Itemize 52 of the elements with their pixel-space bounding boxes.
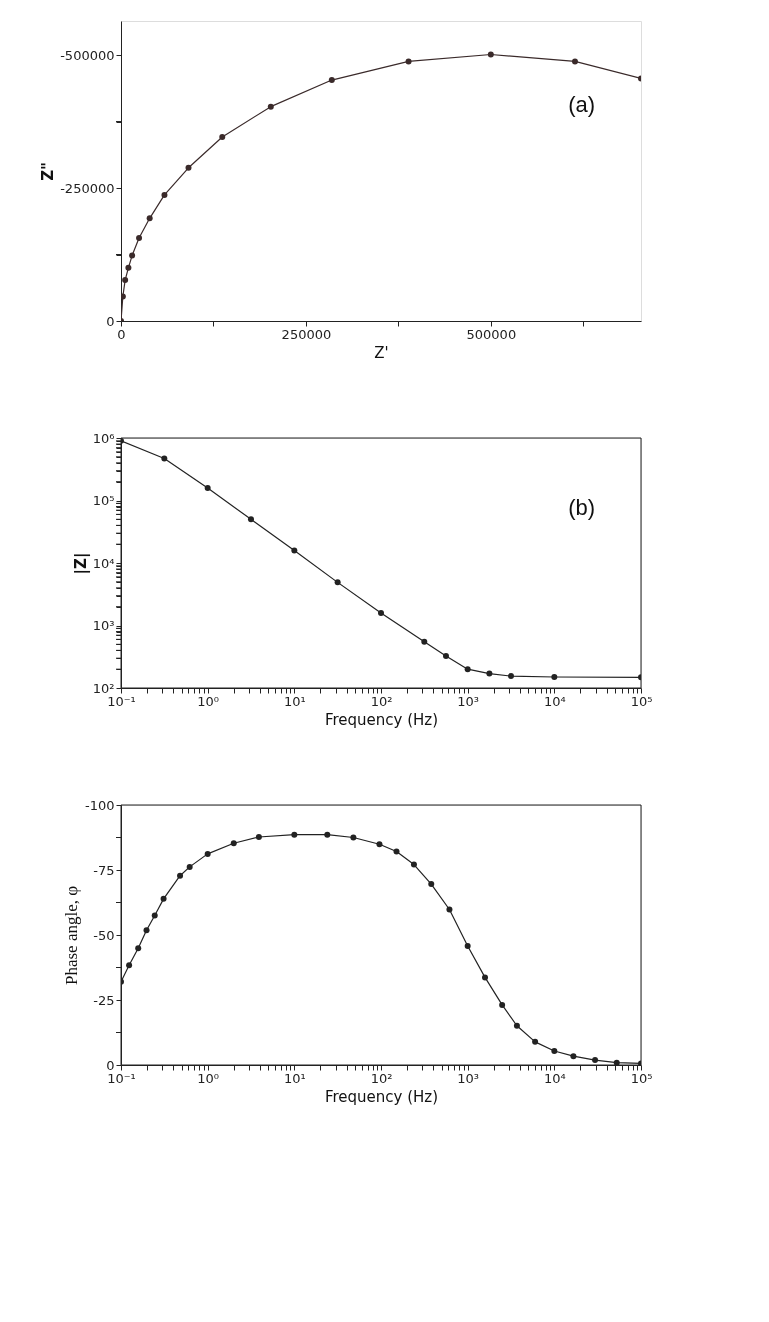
- point: [129, 252, 136, 259]
- x-tick-label: 10⁻¹: [107, 1070, 136, 1086]
- point: [267, 103, 274, 110]
- point: [219, 133, 226, 140]
- point: [571, 58, 578, 65]
- point: [136, 235, 143, 242]
- point: [487, 51, 494, 58]
- annotation: (b): [568, 495, 596, 520]
- x-tick-label: 10³: [457, 1070, 480, 1086]
- y-tick-label: 10⁶: [92, 430, 115, 446]
- x-tick-label: 250000: [281, 326, 332, 342]
- y-tick-label: 10⁵: [92, 493, 115, 508]
- y-tick-label: 10⁴: [92, 555, 115, 571]
- point: [161, 191, 168, 198]
- x-tick-label: 10⁰: [197, 693, 220, 709]
- x-tick-label: 0: [117, 326, 126, 342]
- y-tick-label: -75: [93, 862, 115, 878]
- point: [125, 264, 132, 271]
- x-tick-label: 10³: [457, 693, 480, 709]
- x-tick-label: 10⁴: [543, 693, 566, 709]
- x-axis-title: Z': [374, 343, 389, 362]
- point: [328, 77, 335, 84]
- x-tick-label: 10²: [370, 1070, 393, 1086]
- x-axis-title: Frequency (Hz): [324, 1087, 439, 1106]
- y-axis-title: Z": [39, 162, 58, 181]
- y-tick-label: 0: [106, 313, 115, 329]
- point: [121, 293, 126, 300]
- x-tick-label: 10¹: [283, 1070, 306, 1086]
- x-tick-label: 10⁰: [197, 1070, 220, 1086]
- x-tick-label: 10⁵: [630, 693, 653, 709]
- x-tick-label: 500000: [466, 326, 517, 342]
- x-tick-label: 10⁻¹: [107, 693, 136, 709]
- y-tick-label: 0: [106, 1057, 115, 1073]
- x-tick-label: 10¹: [283, 693, 306, 709]
- point: [405, 58, 412, 65]
- point: [146, 215, 153, 222]
- y-axis-title: |Z|: [71, 552, 91, 575]
- y-tick-label: -25: [93, 992, 115, 1008]
- y-tick-label: -100: [84, 797, 115, 813]
- point: [185, 164, 192, 171]
- y-tick-label: -50: [93, 927, 115, 943]
- y-tick-label: -500000: [60, 47, 115, 63]
- annotation: (a): [568, 92, 596, 117]
- y-tick-label: -250000: [60, 180, 115, 196]
- y-tick-label: 10³: [92, 618, 115, 633]
- y-tick-label: 10²: [92, 680, 115, 696]
- point: [122, 277, 129, 284]
- x-tick-label: 10⁵: [630, 1070, 653, 1086]
- y-axis-title: Phase angle, φ: [62, 885, 81, 986]
- x-axis-title: Frequency (Hz): [324, 710, 439, 729]
- x-tick-label: 10⁴: [543, 1070, 566, 1086]
- x-tick-label: 10²: [370, 693, 393, 709]
